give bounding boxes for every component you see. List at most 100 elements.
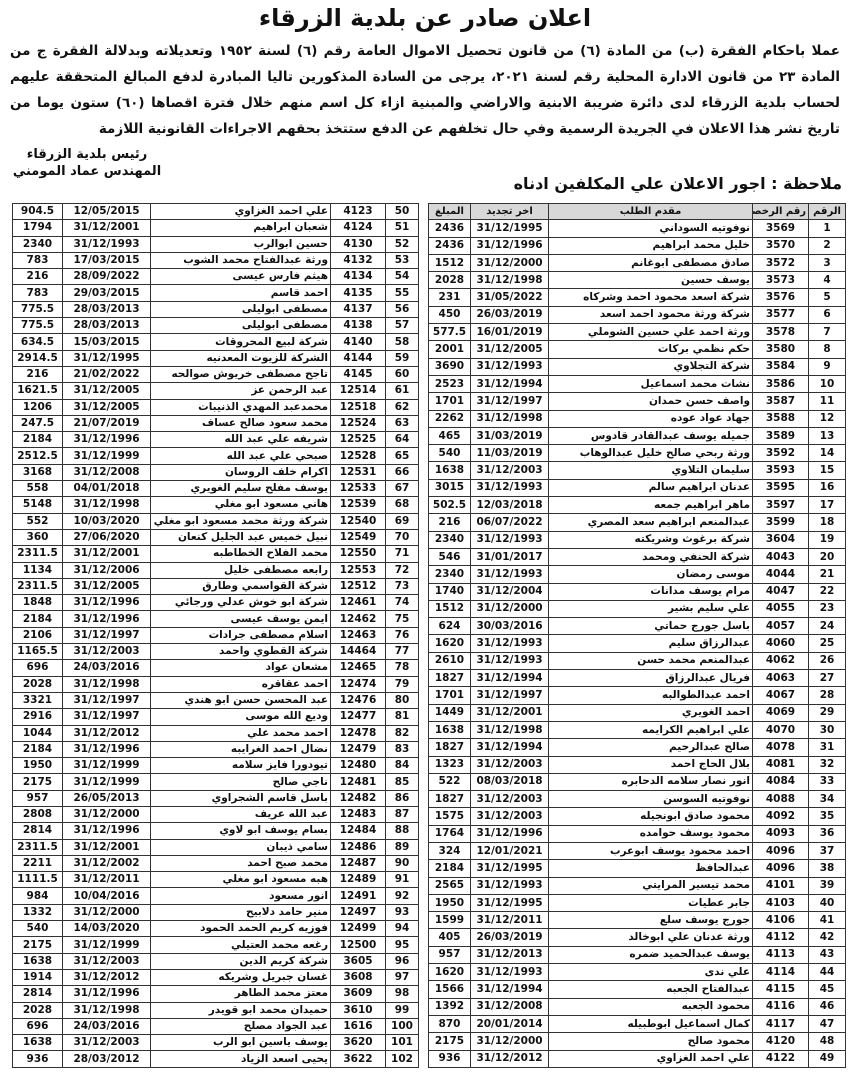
applicant-name: رابعه مصطفى خليل [150,561,331,579]
row-number: 7 [808,323,846,342]
license-number: 12499 [330,920,386,938]
applicant-name: شركة التجلاوي [548,357,753,376]
amount: 540 [12,920,63,938]
amount: 2565 [428,876,471,895]
applicant-name: احمد عبدالطوالبه [548,686,753,705]
amount: 1950 [428,893,471,913]
applicant-name: سليمان التلاوي [548,461,753,480]
last-renewal: 31/12/2005 [62,382,151,400]
last-renewal: 31/12/1998 [470,409,549,428]
license-number: 12478 [330,724,386,742]
license-number: 4069 [752,703,809,722]
row-number: 6 [808,305,846,325]
amount: 2436 [428,236,471,255]
applicant-name: باسل قاسم الشجراوي [150,789,331,807]
table-row: 40 4103 جابر عطيات 31/12/1995 1950 [428,893,846,913]
amount: 1392 [428,997,471,1016]
table-row: 76 12463 اسلام مصطفى جرادات 31/12/1997 2106 [12,626,419,645]
row-number: 83 [385,740,419,759]
license-number: 3578 [752,323,809,342]
license-number: 4057 [752,617,809,636]
applicant-name: جميله يوسف عبدالقادر قادوس [548,426,753,446]
applicant-name: شركة ابو خوش عدلي ورجائي [150,594,331,612]
last-renewal: 31/12/1993 [470,565,549,584]
last-renewal: 15/03/2015 [62,333,151,351]
license-number: 12525 [330,431,386,449]
amount: 775.5 [12,317,63,335]
license-number: 3587 [752,392,809,411]
row-number: 38 [808,859,846,878]
applicant-name: ناجي صالح [150,773,331,791]
license-number: 3576 [752,288,809,307]
table-row: 47 4117 كمال اسماعيل ابوطبيله 20/01/2014 870 [428,1014,846,1034]
last-renewal: 31/12/1994 [470,374,549,394]
table-row: 62 12518 محمدعبد المهدي الذنيبات 31/12/2005… [12,398,419,416]
last-renewal: 06/07/2022 [470,513,549,532]
license-number: 4140 [330,333,386,351]
last-renewal: 31/12/1999 [62,773,151,791]
table-row: 39 4101 محمد تيسير المرايتي 31/12/1993 2565 [428,876,846,895]
row-number: 53 [385,251,419,270]
last-renewal: 31/12/1996 [62,985,151,1003]
table-row: 75 12462 ايمن يوسف عيسى 31/12/1996 2184 [12,610,419,628]
amount: 577.5 [428,323,471,342]
applicant-name: ورثة عدنان علي ابوخالد [548,928,753,947]
last-renewal: 31/12/2000 [470,599,549,619]
table-row: 9 3584 شركة التجلاوي 31/12/1993 3690 [428,357,846,376]
applicant-name: بسام يوسف ابو لاوي [150,822,331,840]
license-number: 4138 [330,317,386,335]
applicant-name: غسان جبريل وشريكه [150,968,331,987]
row-number: 20 [808,547,846,567]
row-number: 84 [385,757,419,775]
applicant-name: عبد المحسن حسن ابو هندي [150,691,331,710]
table-row: 45 4115 عبدالفتاح الجعبه 31/12/1994 1566 [428,980,846,999]
applicant-name: احمد قاسم [150,284,331,302]
amount: 2175 [12,773,63,791]
table-row: 22 4047 مرام يوسف مدانات 31/12/2004 1740 [428,582,846,601]
applicant-name: ورثة ربحي صالح خليل عبدالوهاب [548,444,753,463]
last-renewal: 31/12/1993 [470,876,549,895]
amount: 3168 [12,463,63,482]
amount: 2211 [12,854,63,873]
row-number: 74 [385,594,419,612]
license-number: 3589 [752,426,809,446]
table-row: 14 3592 ورثة ربحي صالح خليل عبدالوهاب 11/03… [428,444,846,463]
last-renewal: 10/04/2016 [62,887,151,905]
license-number: 4122 [752,1049,809,1068]
license-number: 4096 [752,841,809,861]
last-renewal: 20/01/2014 [470,1014,549,1034]
applicant-name: محمدعبد المهدي الذنيبات [150,398,331,416]
license-number: 3573 [752,271,809,290]
table-row: 50 4123 علي احمد الغزاوي 12/05/2015 904.5 [12,202,419,221]
license-number: 12482 [330,789,386,807]
table-row: 37 4096 احمد محمود يوسف ابوعرب 12/01/2021 32… [428,841,846,861]
table-row: 73 12512 شركة القواسمي وطارق 31/12/2005 2311… [12,577,419,596]
amount: 1620 [428,963,471,982]
license-number: 12486 [330,838,386,856]
body-text: عملا باحكام الفقرة (ب) من المادة (٦) من … [10,43,840,137]
amount: 783 [12,284,63,302]
applicant-name: حسين ابوالرب [150,235,331,253]
column-header: رقم الرخصة [752,202,809,221]
row-number: 66 [385,463,419,482]
row-number: 36 [808,824,846,843]
last-renewal: 31/12/2012 [470,1049,549,1068]
table-row: 89 12486 سامي ذيبان 31/12/2001 2311.5 [12,838,419,856]
table-row: 74 12461 شركة ابو خوش عدلي ورجائي 31/12/199… [12,594,419,612]
amount: 216 [428,513,471,532]
amount: 1323 [428,755,471,774]
last-renewal: 31/12/2002 [62,854,151,873]
table-row: 65 12528 صبحي علي عبد الله 31/12/1999 2512.5 [12,447,419,465]
amount: 2311.5 [12,545,63,563]
row-number: 5 [808,288,846,307]
last-renewal: 31/12/2003 [62,643,151,661]
last-renewal: 31/12/2001 [470,703,549,722]
license-number: 12463 [330,626,386,645]
amount: 2340 [12,235,63,253]
last-renewal: 31/12/1998 [470,720,549,740]
license-number: 12540 [330,512,386,530]
applicant-name: محمد الفلاح الخطاطبه [150,545,331,563]
applicant-name: خليل محمد ابراهيم [548,236,753,255]
table-row: 68 12539 هاني مسعود ابو مغلي 31/12/1998 5148 [12,496,419,514]
applicant-name: عدنان ابراهيم سالم [548,478,753,498]
